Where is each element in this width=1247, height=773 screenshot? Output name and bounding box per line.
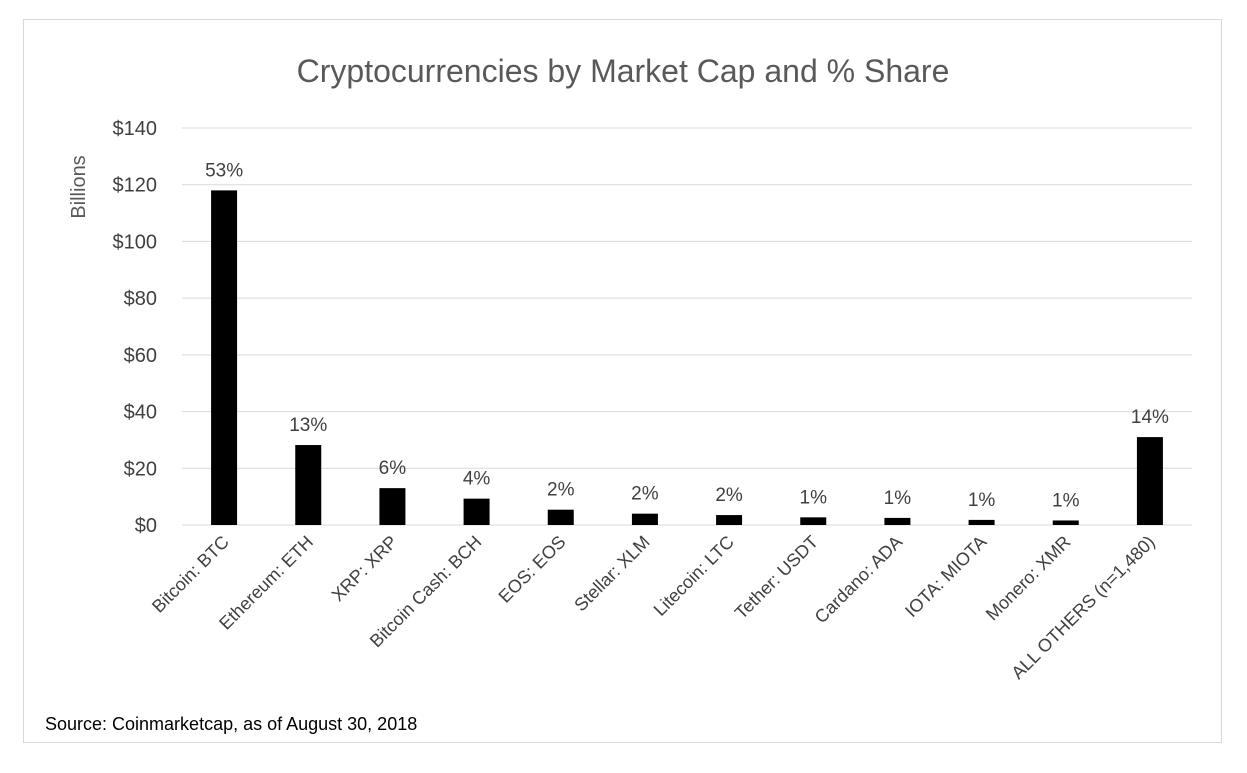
x-category-label: Stellar: XLM	[570, 532, 653, 615]
y-tick-label: $120	[113, 175, 158, 197]
bar	[547, 509, 574, 525]
y-tick-label: $100	[113, 231, 158, 253]
y-tick-label: $40	[124, 402, 157, 424]
bar	[1052, 520, 1079, 525]
x-category-label: XRP: XRP	[328, 532, 402, 606]
bar	[379, 488, 406, 525]
x-category-label: IOTA: MIOTA	[901, 532, 990, 621]
y-axis-ticks: $0 $20 $40 $60 $80 $100 $120 $140	[113, 118, 158, 537]
y-tick-label: $60	[124, 345, 157, 367]
y-tick-label: $80	[124, 288, 157, 310]
bar	[716, 515, 743, 525]
bar	[631, 513, 658, 525]
data-label: 2%	[547, 480, 575, 501]
y-axis-label: Billions	[68, 155, 90, 218]
data-label: 4%	[463, 469, 491, 490]
x-category-label: Litecoin: LTC	[650, 532, 738, 620]
x-category-label: ALL OTHERS (n=1,480)	[1007, 532, 1158, 683]
data-label: 1%	[968, 490, 996, 511]
bar	[211, 190, 238, 525]
bar	[463, 498, 490, 525]
bar	[800, 517, 827, 525]
bar	[884, 517, 911, 525]
bar	[295, 445, 322, 525]
bar	[1136, 437, 1163, 525]
y-tick-label: $0	[135, 515, 157, 537]
x-category-label: Cardano: ADA	[811, 532, 907, 628]
x-category-label: Monero: XMR	[982, 532, 1075, 625]
x-category-label: EOS: EOS	[495, 532, 570, 607]
y-tick-label: $20	[124, 458, 157, 480]
data-label: 2%	[715, 485, 743, 506]
chart-title: Cryptocurrencies by Market Cap and % Sha…	[297, 53, 950, 89]
x-category-label: Bitcoin: BTC	[148, 532, 233, 617]
data-label: 1%	[1052, 490, 1080, 511]
data-label: 1%	[800, 487, 828, 508]
source-note: Source: Coinmarketcap, as of August 30, …	[45, 714, 417, 734]
gridlines	[182, 127, 1192, 526]
data-label: 53%	[205, 160, 243, 181]
data-label: 13%	[289, 415, 327, 436]
data-label: 14%	[1131, 407, 1169, 428]
bar	[968, 519, 995, 525]
y-tick-label: $140	[113, 118, 158, 140]
data-label: 2%	[631, 484, 659, 505]
data-labels: 53% 13% 6% 4% 2% 2% 2% 1% 1% 1% 1% 14%	[205, 160, 1169, 511]
data-label: 1%	[884, 488, 912, 509]
x-category-label: Tether: USDT	[731, 532, 822, 623]
data-label: 6%	[379, 458, 407, 479]
bars	[211, 190, 1163, 525]
